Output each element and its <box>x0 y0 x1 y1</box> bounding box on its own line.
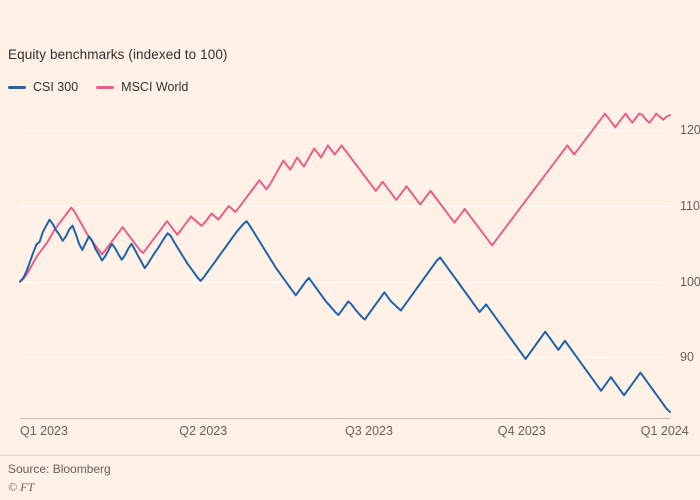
gridline-110 <box>20 206 670 207</box>
line-csi300 <box>19 218 671 413</box>
x-tick-3: Q4 2023 <box>497 424 546 438</box>
y-tick-120: 120 <box>680 123 700 138</box>
y-tick-110: 110 <box>680 199 700 213</box>
legend-swatch-csi300 <box>8 85 26 89</box>
plot-area: 120 110 100 90 <box>19 100 700 418</box>
footer-divider <box>0 455 700 456</box>
y-tick-100: 100 <box>680 274 700 289</box>
y-tick-90: 90 <box>680 350 694 365</box>
x-tick-4: Q1 2024 <box>640 424 689 438</box>
ft-mark: © FT <box>8 480 35 494</box>
x-tick-2: Q3 2023 <box>345 424 393 438</box>
line-msci-world <box>19 112 671 283</box>
legend-item-csi300: CSI 300 <box>8 80 78 94</box>
source-note: Source: Bloomberg <box>8 462 111 476</box>
legend-label-csi300: CSI 300 <box>33 80 79 94</box>
gridline-100 <box>20 281 670 283</box>
chart-title: Equity benchmarks (indexed to 100) <box>8 47 228 62</box>
legend-label-msci-world: MSCI World <box>121 80 189 94</box>
legend-swatch-msci-world <box>96 85 115 89</box>
legend-item-msci-world: MSCI World <box>96 80 188 94</box>
chart-legend: CSI 300 MSCI World <box>8 80 188 94</box>
x-tick-0: Q1 2023 <box>20 424 68 438</box>
x-tick-1: Q2 2023 <box>179 424 228 438</box>
gridline-120 <box>20 130 670 132</box>
gridline-90 <box>20 357 670 359</box>
x-axis <box>20 418 670 419</box>
series-lines <box>19 112 671 413</box>
